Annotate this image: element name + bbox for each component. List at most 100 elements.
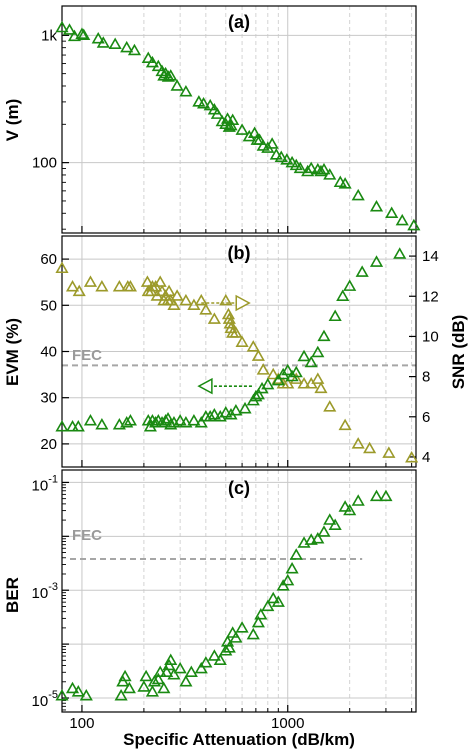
data-point-triangle bbox=[235, 621, 249, 633]
data-point-triangle bbox=[139, 669, 153, 682]
data-point-triangle bbox=[179, 293, 193, 306]
y2-tick-label: 10 bbox=[422, 328, 439, 345]
data-point-triangle bbox=[311, 162, 325, 175]
data-point-triangle bbox=[55, 420, 69, 432]
data-point-triangle bbox=[382, 446, 396, 458]
data-point-triangle bbox=[338, 418, 352, 431]
data-point-triangle bbox=[289, 365, 303, 378]
data-point-triangle bbox=[55, 20, 69, 33]
data-point-triangle bbox=[343, 279, 357, 291]
data-point-triangle bbox=[256, 363, 270, 375]
data-point-triangle bbox=[187, 413, 201, 426]
data-point-triangle bbox=[160, 665, 174, 677]
data-point-triangle bbox=[280, 153, 294, 165]
data-point-triangle bbox=[222, 312, 236, 324]
data-point-triangle bbox=[395, 213, 409, 226]
data-point-triangle bbox=[153, 275, 167, 287]
data-point-triangle bbox=[123, 413, 137, 426]
data-point-triangle bbox=[351, 494, 365, 506]
data-point-triangle bbox=[194, 293, 208, 306]
data-point-triangle bbox=[207, 407, 221, 420]
data-point-triangle bbox=[207, 649, 221, 661]
data-point-triangle bbox=[301, 164, 315, 177]
data-point-triangle bbox=[141, 51, 155, 64]
data-point-triangle bbox=[194, 415, 208, 428]
data-point-triangle bbox=[281, 363, 295, 376]
panel-label-c: (c) bbox=[228, 478, 250, 498]
data-point-triangle bbox=[120, 415, 134, 428]
y2-axis-label-b: SNR (dB) bbox=[449, 315, 468, 390]
y2-tick-label: 14 bbox=[422, 248, 439, 265]
data-point-triangle bbox=[246, 627, 260, 640]
data-point-triangle bbox=[161, 70, 175, 82]
data-point-triangle bbox=[251, 615, 265, 628]
data-point-triangle bbox=[323, 513, 337, 525]
data-point-triangle bbox=[379, 489, 393, 502]
data-point-triangle bbox=[140, 275, 154, 287]
data-point-triangle bbox=[79, 688, 93, 701]
data-point-triangle bbox=[221, 307, 236, 320]
x-axis-label: Specific Attenuation (dB/km) bbox=[123, 730, 355, 749]
data-point-triangle bbox=[251, 349, 265, 361]
data-point-triangle bbox=[293, 161, 307, 174]
y2-tick-label: 6 bbox=[422, 409, 430, 426]
data-point-triangle bbox=[336, 289, 350, 301]
data-point-triangle bbox=[254, 607, 268, 620]
y-tick-label: 50 bbox=[40, 297, 57, 314]
data-point-triangle bbox=[266, 591, 280, 604]
data-point-triangle bbox=[311, 531, 325, 544]
data-point-triangle bbox=[266, 367, 280, 380]
data-point-triangle bbox=[261, 377, 275, 390]
data-point-triangle bbox=[122, 681, 136, 694]
y-axis-label-b: EVM (%) bbox=[3, 318, 22, 386]
data-point-triangle bbox=[223, 316, 237, 329]
y-axis-label-a: V (m) bbox=[3, 99, 22, 142]
data-point-triangle bbox=[197, 96, 211, 109]
panel-label-b: (b) bbox=[228, 243, 251, 263]
data-point-triangle bbox=[229, 403, 243, 416]
data-point-triangle bbox=[77, 28, 91, 41]
data-point-triangle bbox=[167, 298, 181, 311]
data-point-triangle bbox=[289, 372, 303, 384]
data-point-triangle bbox=[199, 303, 213, 315]
panel-b: (b) EVM (%) SNR (dB) FEC 20 30 40 50 60 4 6 8 10… bbox=[3, 235, 468, 468]
data-point-triangle bbox=[71, 685, 85, 697]
data-point-triangle bbox=[338, 500, 352, 512]
data-point-triangle bbox=[317, 329, 331, 342]
data-point-triangle bbox=[151, 672, 165, 685]
data-point-triangle bbox=[96, 36, 110, 48]
data-point-triangle bbox=[323, 168, 337, 180]
data-point-triangle bbox=[207, 312, 221, 324]
data-point-triangle bbox=[269, 148, 283, 160]
data-point-triangle bbox=[304, 355, 318, 368]
panel-a: (a) V (m) 1k 100 bbox=[3, 5, 421, 234]
data-point-triangle bbox=[328, 309, 342, 322]
data-point-triangle bbox=[229, 326, 243, 338]
data-point-triangle bbox=[170, 289, 184, 301]
data-point-triangle bbox=[112, 280, 126, 292]
data-point-triangle bbox=[314, 381, 328, 394]
y-tick-label: 10-1 bbox=[32, 473, 58, 494]
data-point-triangle bbox=[184, 665, 198, 677]
data-point-triangle bbox=[323, 400, 337, 412]
data-point-triangle bbox=[157, 681, 171, 694]
trend-arrow-head bbox=[235, 294, 251, 312]
data-point-triangle bbox=[246, 340, 260, 352]
data-point-triangle bbox=[229, 631, 243, 643]
data-point-triangle bbox=[112, 418, 126, 430]
data-point-triangle bbox=[199, 655, 213, 668]
data-point-triangle bbox=[72, 284, 86, 297]
data-point-triangle bbox=[213, 653, 227, 666]
data-point-triangle bbox=[285, 561, 299, 574]
data-point-triangle bbox=[75, 27, 89, 39]
data-point-triangle bbox=[149, 415, 163, 428]
data-point-triangle bbox=[369, 255, 384, 267]
data-point-triangle bbox=[328, 518, 342, 531]
data-point-triangle bbox=[363, 441, 377, 454]
data-point-triangle bbox=[253, 133, 267, 145]
data-point-triangle bbox=[203, 409, 217, 422]
y-tick-label: 40 bbox=[40, 344, 57, 361]
data-point-triangle bbox=[67, 29, 82, 42]
data-point-triangle bbox=[62, 23, 77, 35]
data-point-triangle bbox=[164, 69, 178, 81]
